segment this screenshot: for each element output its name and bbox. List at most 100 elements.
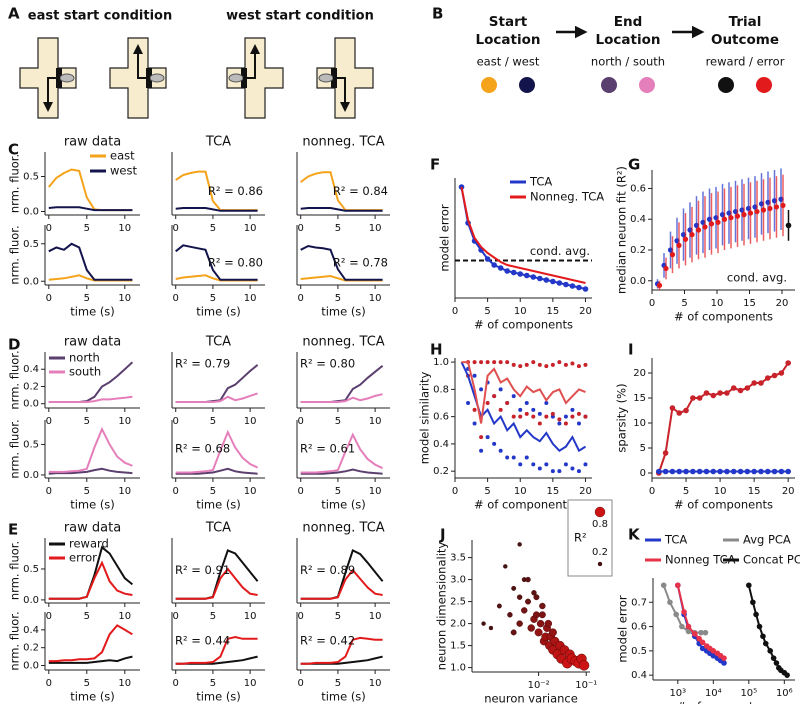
series-line	[175, 207, 258, 212]
marker	[696, 635, 702, 642]
y-tick-label: 20	[633, 368, 646, 379]
x-tick-label: 0	[173, 611, 179, 622]
bubble	[533, 594, 540, 601]
marker	[685, 628, 692, 635]
y-axis-label: nrm. fluor.	[8, 611, 22, 670]
y-axis-label: nrm. fluor.	[8, 350, 22, 409]
y-tick-label: 0.0	[23, 207, 39, 218]
marker	[785, 222, 792, 229]
marker	[760, 207, 767, 213]
annotation: R² = 0.80	[300, 357, 355, 371]
marker	[753, 611, 759, 618]
x-tick-label: 10	[514, 306, 527, 317]
panel-letter: F	[430, 156, 440, 174]
x-tick-label: 0	[298, 611, 304, 622]
marker	[764, 375, 771, 381]
chart-title: raw data	[64, 135, 121, 150]
x-tick-label: 10³	[669, 688, 686, 699]
y-axis-label: nrm. fluor.	[8, 225, 22, 284]
marker	[744, 468, 751, 475]
maze-icon	[109, 37, 167, 119]
panel-letter: H	[430, 341, 443, 359]
point	[550, 469, 555, 474]
marker	[576, 284, 582, 291]
point	[557, 421, 562, 426]
marker	[699, 645, 706, 652]
marker	[754, 208, 760, 215]
bubble	[507, 612, 513, 618]
y-tick-label: 0.0	[23, 399, 39, 410]
x-tick-label: 0	[298, 678, 304, 689]
marker	[710, 648, 717, 654]
marker	[703, 390, 710, 396]
marker	[785, 360, 791, 366]
x-tick-label: 0	[298, 486, 304, 497]
marker	[758, 468, 764, 475]
x-tick-label: 0	[173, 293, 179, 304]
series-line	[175, 429, 259, 474]
panel-letter: B	[432, 5, 443, 23]
point	[537, 421, 542, 426]
x-tick-label: 10⁻²	[528, 680, 550, 691]
flow-title: Start	[489, 14, 528, 30]
marker	[708, 221, 715, 227]
annotation: R² = 0.86	[208, 184, 263, 198]
point	[485, 435, 490, 440]
annotation: R² = 0.89	[300, 563, 355, 577]
x-tick-label: 0	[46, 486, 52, 497]
flow-title: Location	[476, 32, 541, 48]
x-axis-label: time (s)	[321, 690, 366, 704]
legend-label: TCA	[664, 533, 687, 547]
x-tick-label: 0	[173, 486, 179, 497]
x-tick-label: 10	[118, 611, 131, 622]
x-axis-label: time (s)	[70, 498, 115, 512]
marker	[683, 407, 689, 414]
marker	[699, 639, 706, 646]
marker	[724, 468, 730, 475]
point	[550, 411, 555, 416]
marker	[690, 395, 696, 401]
annotation: R² = 0.61	[300, 442, 355, 456]
series-line	[662, 584, 706, 634]
y-tick-label: 0.5	[631, 646, 647, 657]
x-tick-label: 10	[514, 486, 527, 497]
y-tick-label: 0.6	[631, 622, 647, 633]
chart-title: raw data	[64, 335, 121, 350]
bubble	[496, 603, 502, 609]
legend-label: reward	[69, 537, 109, 551]
x-tick-label: 10	[369, 293, 382, 304]
marker	[523, 272, 530, 279]
x-tick-label: 0	[46, 223, 52, 234]
point	[524, 411, 529, 416]
x-tick-label: 5	[335, 416, 341, 427]
x-tick-label: 5	[484, 306, 490, 317]
x-tick-label: 10	[118, 293, 131, 304]
marker	[730, 468, 737, 475]
marker	[744, 385, 751, 391]
x-tick-label: 10	[369, 611, 382, 622]
annotation: R² = 0.91	[175, 563, 230, 577]
color-dot	[519, 77, 535, 93]
x-tick-label: 5	[84, 293, 90, 304]
point	[479, 448, 484, 453]
x-tick-label: 0	[649, 298, 655, 309]
bubble	[536, 619, 545, 628]
point	[518, 364, 523, 369]
point	[479, 360, 484, 365]
bubble	[510, 629, 517, 636]
point	[505, 360, 510, 365]
y-axis-label: sparsity (%)	[615, 383, 629, 452]
marker	[721, 216, 728, 222]
series-line	[175, 244, 258, 281]
marker	[669, 405, 676, 411]
marker	[751, 380, 757, 386]
bubble	[503, 564, 508, 569]
x-axis-label: time (s)	[196, 690, 241, 704]
chart-title: raw data	[64, 521, 121, 536]
y-tick-label: 0	[640, 468, 646, 479]
x-tick-label: 10	[244, 416, 257, 427]
x-tick-label: 10	[369, 416, 382, 427]
series-line	[300, 568, 383, 600]
marker	[717, 390, 723, 396]
